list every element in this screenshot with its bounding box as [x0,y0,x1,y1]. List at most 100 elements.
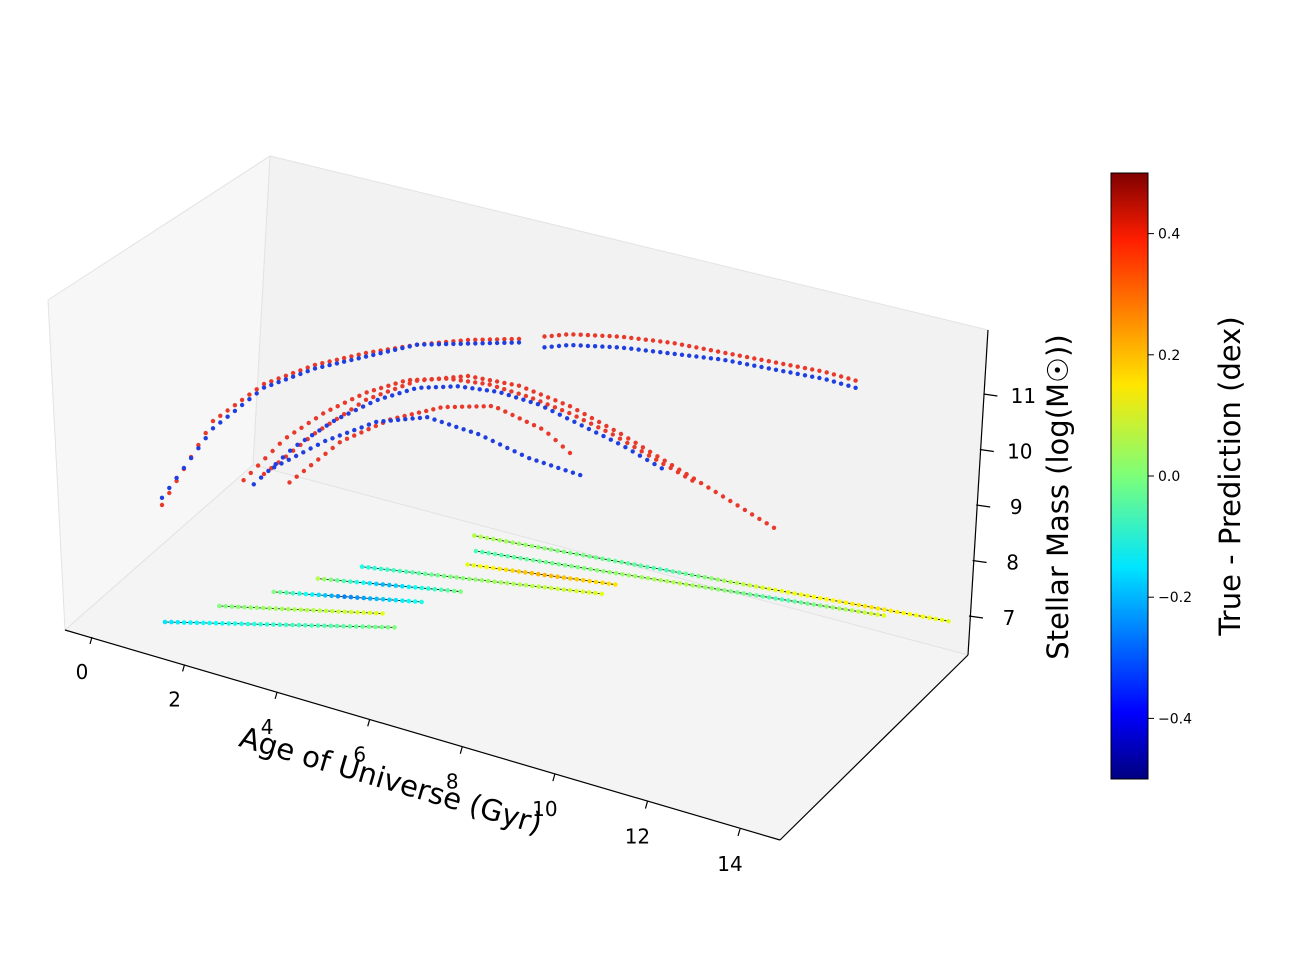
mass-point [330,436,335,441]
branch-point [888,608,894,614]
branch-point [754,593,759,598]
branch-point [517,582,523,587]
branch-point [478,564,483,569]
branch-point [467,576,472,582]
mass-point [524,419,529,424]
mass-point [364,390,369,395]
mass-point [831,372,837,377]
mass-point [640,445,646,450]
mass-point [488,403,494,409]
branch-point [169,619,174,625]
mass-point [374,419,379,425]
x-tick-mark [459,746,463,754]
mass-point [596,419,602,425]
branch-point [524,556,530,562]
branch-point [606,557,612,563]
mass-point [409,412,414,417]
mass-point [618,431,624,437]
mass-point [196,442,201,448]
mass-point [752,356,757,361]
branch-point [837,599,842,604]
mass-point [516,383,522,388]
branch-point [511,581,516,587]
branch-point [503,539,509,544]
branch-point [252,621,257,627]
branch-point [273,606,279,611]
branch-point [792,591,797,596]
branch-point [232,621,238,626]
branch-point [465,562,470,567]
mass-point [352,433,357,438]
mass-point [465,379,471,384]
mass-point [502,337,507,342]
mass-point [366,427,371,432]
mass-point [422,342,427,347]
branch-point [531,557,536,563]
x-tick-label: 10 [532,797,557,821]
mass-point [575,408,580,413]
branch-point [549,585,554,591]
mass-point [455,384,460,389]
branch-point [341,623,346,629]
mass-point [443,375,449,381]
mass-point [494,379,500,384]
branch-point [850,601,855,607]
mass-point [578,332,583,337]
branch-point [387,597,392,603]
branch-point [620,572,625,577]
mass-point [698,480,704,486]
mass-point [390,393,395,398]
mass-point [728,498,733,504]
branch-point [226,621,232,626]
branch-point [303,623,308,628]
branch-point [843,607,848,612]
branch-point [245,621,251,627]
mass-point [645,457,650,463]
mass-point [853,378,858,383]
mass-point [416,410,422,415]
mass-point [371,352,376,358]
branch-point [766,595,772,600]
mass-point [251,482,256,487]
mass-point [730,359,735,364]
branch-point [715,587,721,592]
branch-point [378,566,384,572]
branch-point [422,571,428,577]
branch-point [310,592,315,597]
branch-point [400,584,405,589]
branch-point [360,624,365,629]
mass-point [502,387,507,392]
mass-point [248,470,253,476]
mass-point [662,458,667,463]
mass-point [378,392,383,397]
mass-point [559,408,565,413]
mass-point [473,380,478,385]
branch-point [587,578,592,584]
mass-point [467,404,472,409]
mass-point [846,383,851,388]
branch-point [875,606,881,611]
branch-point [416,570,422,576]
mass-point [287,480,292,485]
mass-point [255,463,261,468]
branch-point [505,553,511,559]
mass-point [629,335,634,341]
branch-point [574,551,580,557]
branch-point [478,534,483,540]
mass-point [592,344,598,349]
branch-point [837,606,842,611]
mass-point [757,516,762,522]
mass-point [210,426,216,431]
z-axis-title: Stellar Mass (log(M☉)) [1041,334,1075,659]
branch-point [413,585,418,590]
mass-point [687,343,692,349]
mass-point [400,379,406,384]
mass-point [621,345,627,351]
mass-point [335,404,340,409]
colorbar-label: True - Prediction (dex) [1213,316,1247,636]
mass-point [458,374,463,379]
branch-point [458,589,464,594]
branch-point [181,620,187,625]
branch-point [811,602,817,607]
mass-point [499,390,504,395]
